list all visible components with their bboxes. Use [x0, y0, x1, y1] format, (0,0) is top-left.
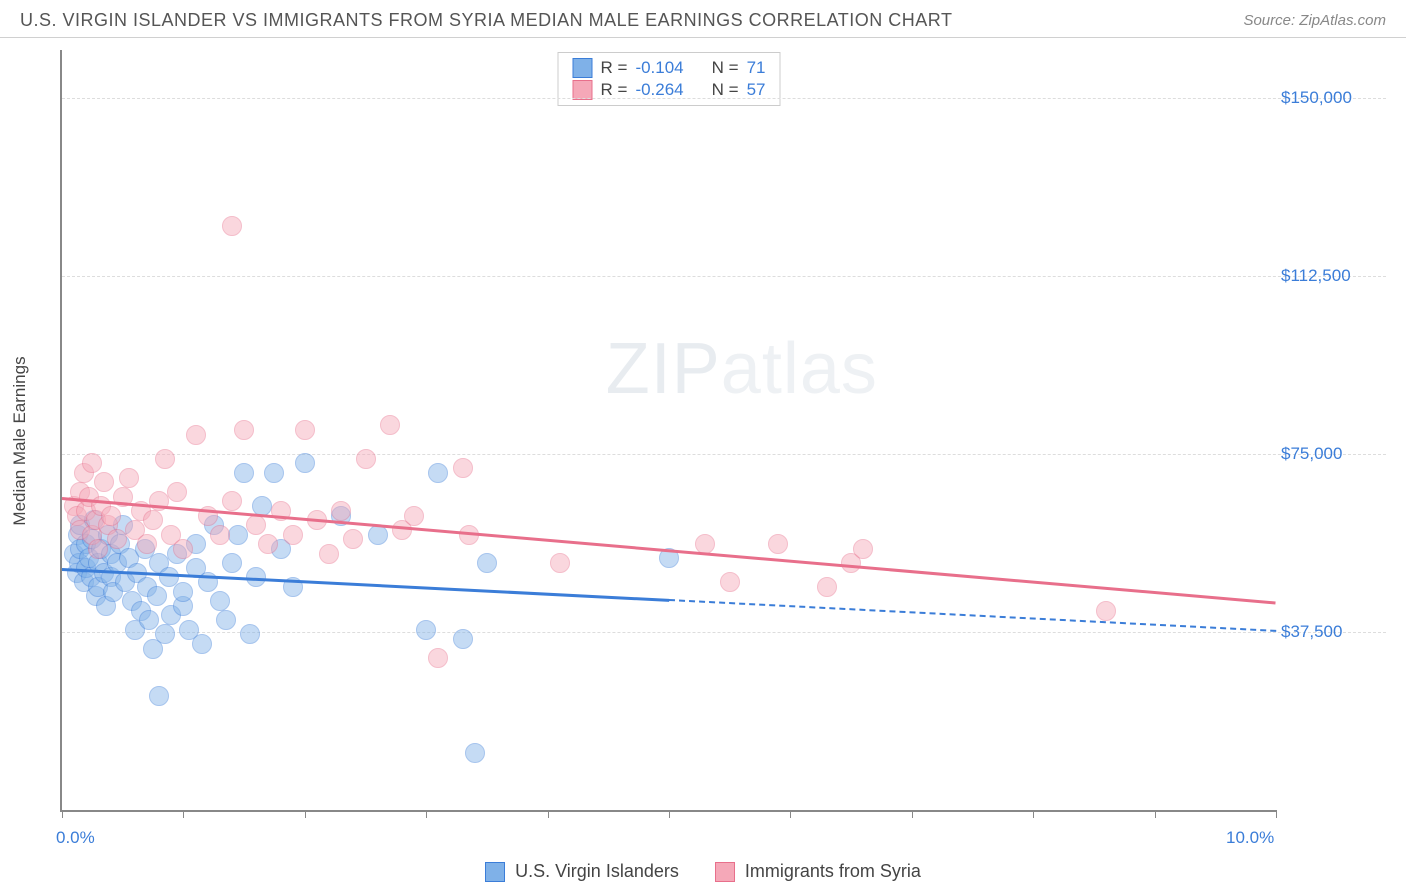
r-label: R =: [601, 58, 628, 78]
scatter-point: [143, 510, 163, 530]
scatter-point: [1096, 601, 1116, 621]
scatter-point: [465, 743, 485, 763]
gridline: [62, 454, 1386, 455]
x-tick: [305, 810, 306, 818]
scatter-point: [228, 525, 248, 545]
scatter-point: [240, 624, 260, 644]
scatter-point: [155, 449, 175, 469]
scatter-point: [101, 506, 121, 526]
scatter-point: [343, 529, 363, 549]
scatter-point: [283, 525, 303, 545]
trend-line: [669, 599, 1276, 632]
y-tick-label: $112,500: [1281, 266, 1381, 286]
scatter-point: [768, 534, 788, 554]
scatter-point: [82, 453, 102, 473]
scatter-point: [222, 491, 242, 511]
scatter-point: [173, 539, 193, 559]
legend-bottom: U.S. Virgin Islanders Immigrants from Syr…: [0, 861, 1406, 882]
scatter-point: [428, 648, 448, 668]
r-value: -0.104: [635, 58, 683, 78]
scatter-point: [246, 515, 266, 535]
legend-label: U.S. Virgin Islanders: [515, 861, 679, 882]
x-tick: [548, 810, 549, 818]
x-tick: [1276, 810, 1277, 818]
scatter-point: [550, 553, 570, 573]
x-tick: [669, 810, 670, 818]
x-tick: [426, 810, 427, 818]
scatter-point: [137, 534, 157, 554]
scatter-point: [264, 463, 284, 483]
chart-title: U.S. VIRGIN ISLANDER VS IMMIGRANTS FROM …: [20, 10, 952, 31]
scatter-point: [331, 501, 351, 521]
gridline: [62, 632, 1386, 633]
legend-label: Immigrants from Syria: [745, 861, 921, 882]
scatter-point: [222, 216, 242, 236]
y-tick-label: $37,500: [1281, 622, 1381, 642]
scatter-point: [107, 529, 127, 549]
x-tick: [183, 810, 184, 818]
scatter-point: [186, 425, 206, 445]
n-label: N =: [712, 58, 739, 78]
scatter-point: [295, 420, 315, 440]
scatter-point: [453, 458, 473, 478]
watermark: ZIPatlas: [606, 328, 878, 410]
scatter-point: [234, 420, 254, 440]
x-tick-label: 0.0%: [56, 828, 95, 848]
scatter-point: [380, 415, 400, 435]
scatter-point: [167, 482, 187, 502]
legend-item: U.S. Virgin Islanders: [485, 861, 679, 882]
scatter-point: [258, 534, 278, 554]
gridline: [62, 276, 1386, 277]
scatter-point: [416, 620, 436, 640]
legend-swatch: [485, 862, 505, 882]
scatter-point: [404, 506, 424, 526]
scatter-point: [356, 449, 376, 469]
x-tick-label: 10.0%: [1226, 828, 1274, 848]
scatter-point: [477, 553, 497, 573]
scatter-point: [147, 586, 167, 606]
y-tick-label: $75,000: [1281, 444, 1381, 464]
scatter-point: [234, 463, 254, 483]
scatter-point: [216, 610, 236, 630]
scatter-point: [295, 453, 315, 473]
n-value: 71: [747, 58, 766, 78]
chart-header: U.S. VIRGIN ISLANDER VS IMMIGRANTS FROM …: [0, 0, 1406, 38]
plot-region: ZIPatlas R =-0.104N =71R =-0.264N =57 $3…: [60, 50, 1276, 812]
scatter-point: [817, 577, 837, 597]
chart-source: Source: ZipAtlas.com: [1243, 12, 1386, 29]
gridline: [62, 98, 1386, 99]
legend-swatch: [715, 862, 735, 882]
scatter-point: [149, 686, 169, 706]
x-tick: [1033, 810, 1034, 818]
legend-swatch: [573, 58, 593, 78]
scatter-point: [428, 463, 448, 483]
scatter-point: [222, 553, 242, 573]
scatter-point: [453, 629, 473, 649]
scatter-point: [94, 472, 114, 492]
y-axis-label: Median Male Earnings: [10, 356, 30, 525]
scatter-point: [720, 572, 740, 592]
trend-line: [62, 497, 1276, 604]
stats-row: R = -0.104 N = 71: [573, 57, 766, 79]
x-tick: [62, 810, 63, 818]
scatter-point: [853, 539, 873, 559]
y-tick-label: $150,000: [1281, 88, 1381, 108]
scatter-point: [210, 525, 230, 545]
x-tick: [1155, 810, 1156, 818]
scatter-point: [155, 624, 175, 644]
scatter-point: [319, 544, 339, 564]
x-tick: [912, 810, 913, 818]
scatter-point: [88, 539, 108, 559]
scatter-point: [173, 582, 193, 602]
scatter-point: [119, 468, 139, 488]
scatter-point: [210, 591, 230, 611]
scatter-point: [368, 525, 388, 545]
scatter-point: [192, 634, 212, 654]
chart-area: Median Male Earnings ZIPatlas R =-0.104N…: [50, 50, 1386, 832]
x-tick: [790, 810, 791, 818]
legend-item: Immigrants from Syria: [715, 861, 921, 882]
